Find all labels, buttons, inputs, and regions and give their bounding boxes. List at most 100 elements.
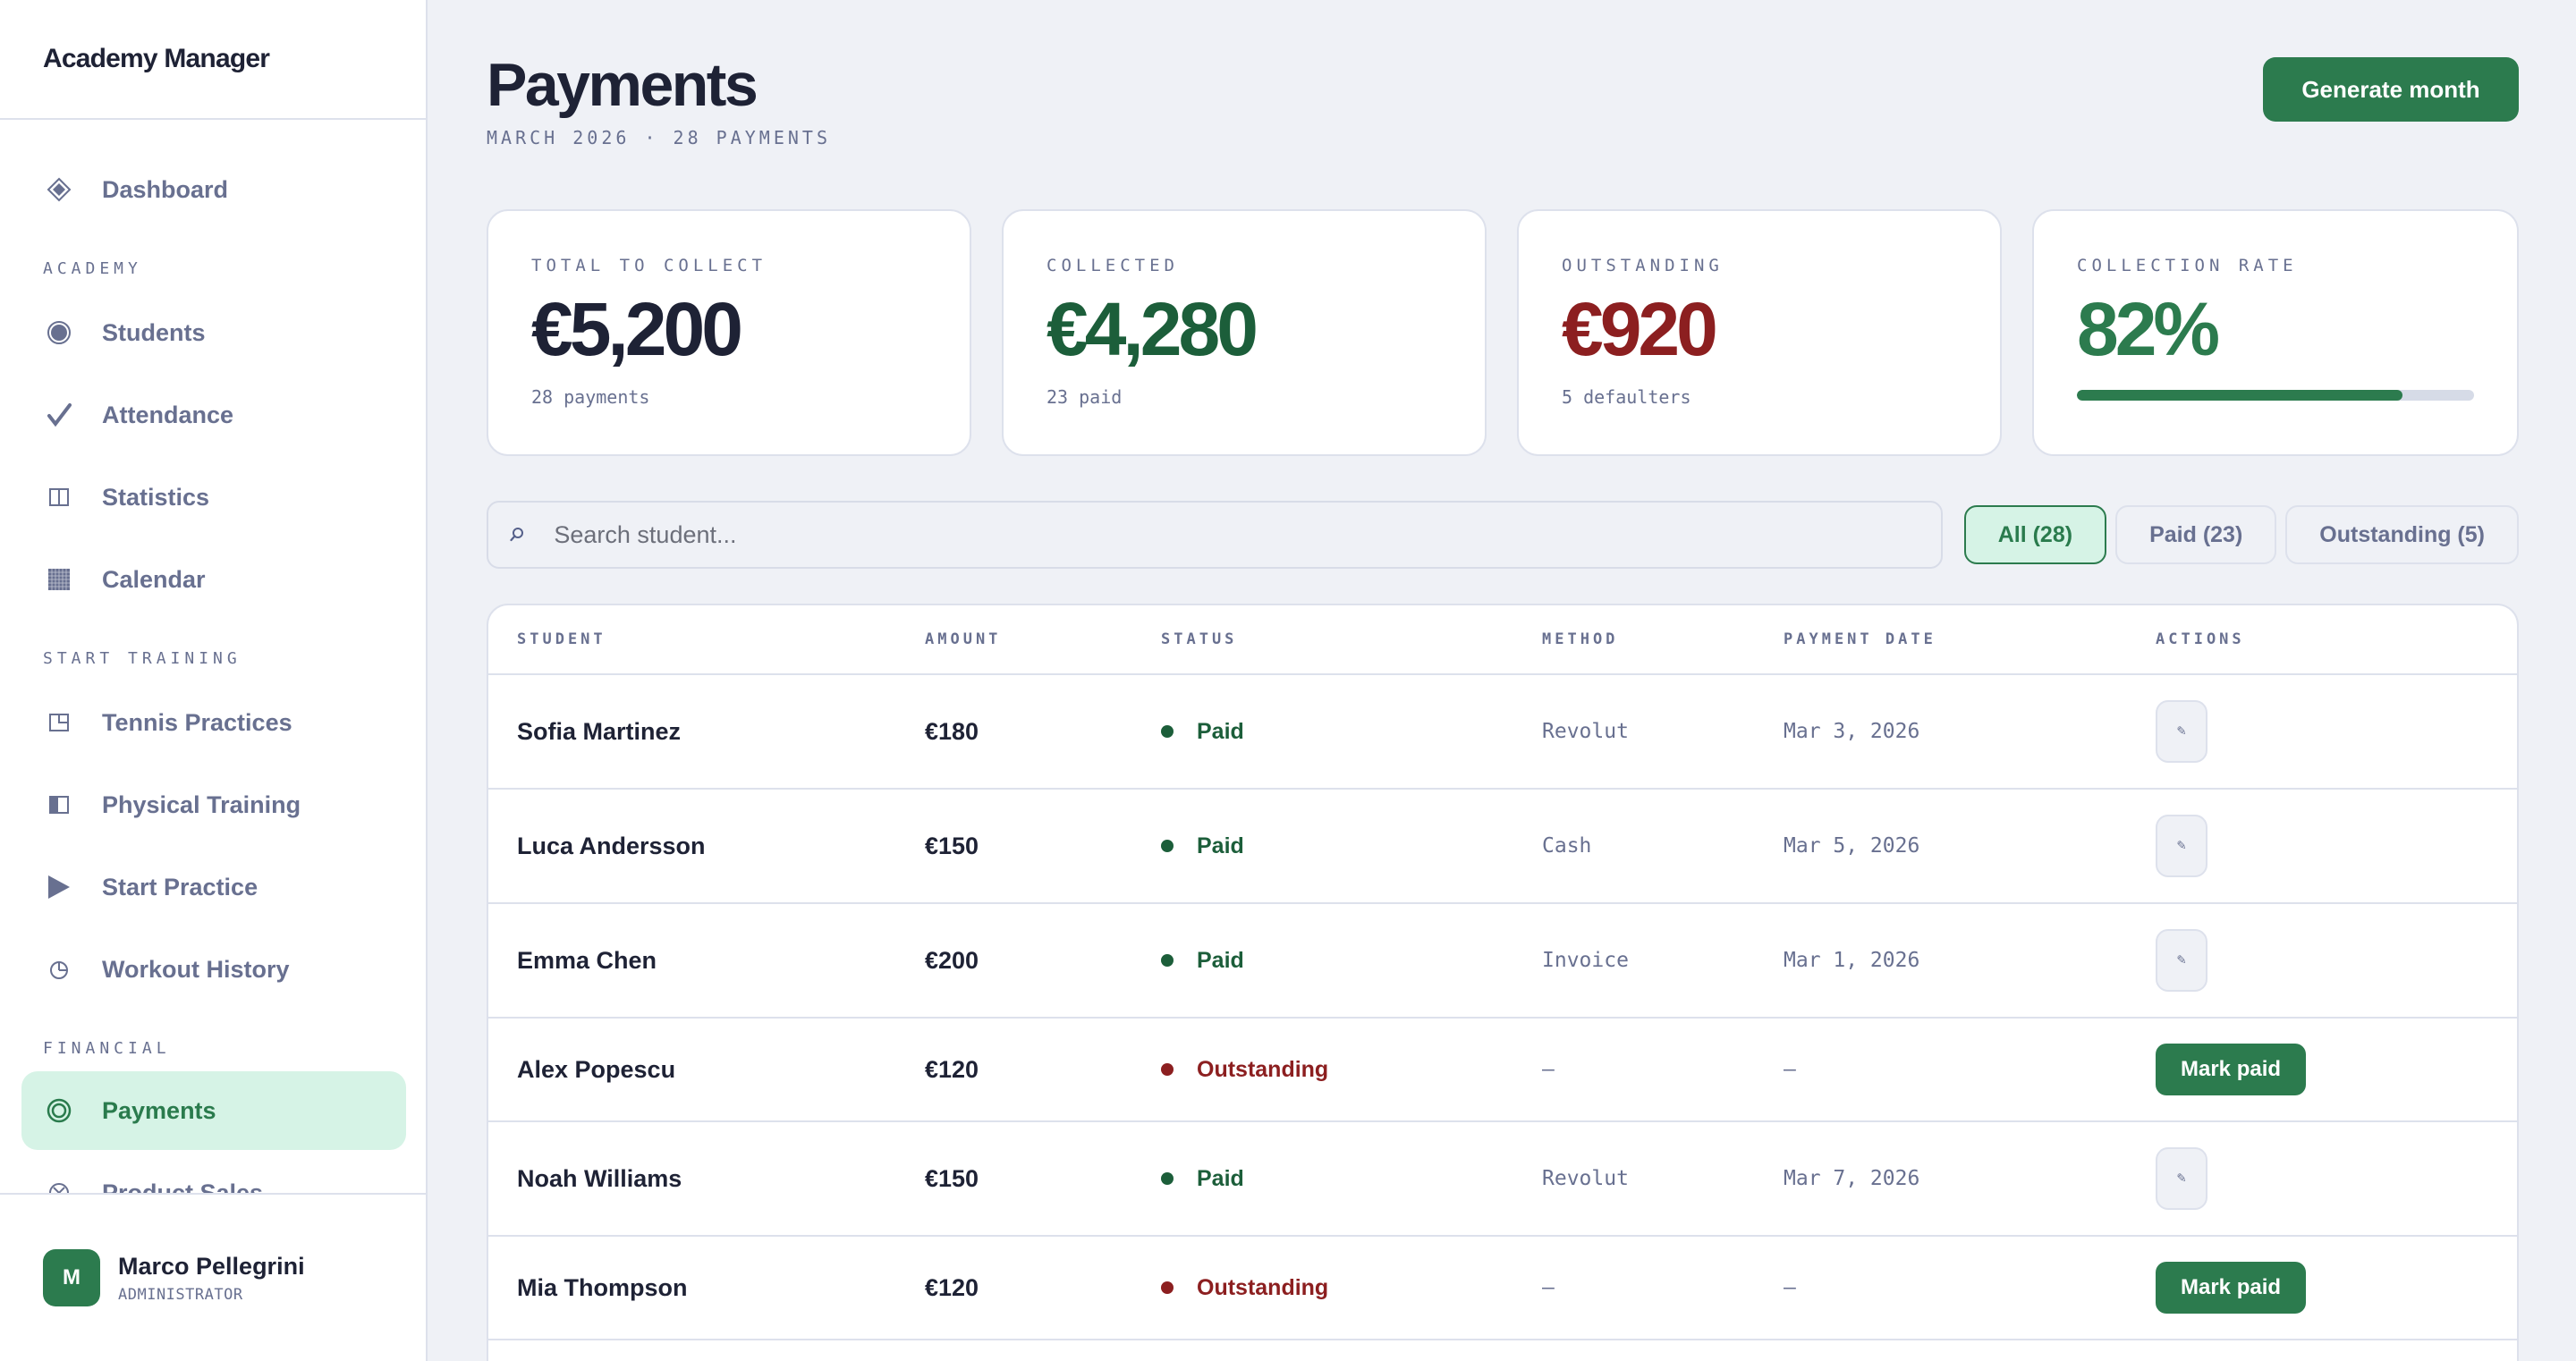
search-input[interactable]	[554, 520, 1941, 549]
table-row[interactable]: Alex Popescu €120 Outstanding – – Mark p…	[488, 1019, 2517, 1122]
payment-date: Mar 3, 2026	[1784, 720, 1920, 743]
generate-month-button[interactable]: Generate month	[2263, 57, 2519, 122]
payment-method: Cash	[1542, 834, 1592, 858]
status-badge: Outstanding	[1161, 1275, 1542, 1301]
amount: €120	[925, 1055, 979, 1083]
status-dot-icon	[1161, 725, 1174, 738]
edit-button[interactable]: ✎	[2156, 700, 2207, 763]
amount: €150	[925, 1164, 979, 1192]
column-header-payment-date[interactable]: PAYMENT DATE	[1784, 630, 1936, 648]
table-row[interactable]: Luca Andersson €150 Paid Cash Mar 5, 202…	[488, 790, 2517, 904]
sidebar-item-tennis-practices[interactable]: Tennis Practices	[21, 683, 406, 762]
user-profile[interactable]: M Marco Pellegrini ADMINISTRATOR	[0, 1193, 426, 1361]
table-row[interactable]: Sofia Martinez €180 Paid Revolut Mar 3, …	[488, 675, 2517, 790]
progress-fill	[2077, 390, 2403, 401]
student-name: Noah Williams	[517, 1164, 682, 1192]
stat-card-total: TOTAL TO COLLECT €5,200 28 payments	[487, 209, 971, 456]
column-header-status[interactable]: STATUS	[1161, 630, 1238, 648]
checkmark-icon	[47, 402, 72, 427]
sidebar-item-label: Dashboard	[102, 175, 229, 203]
avatar: M	[43, 1249, 100, 1306]
table-row[interactable]: Mia Thompson €120 Outstanding – – Mark p…	[488, 1237, 2517, 1340]
table-row[interactable]: Noah Williams €150 Paid Revolut Mar 7, 2…	[488, 1122, 2517, 1237]
user-role: ADMINISTRATOR	[118, 1285, 243, 1304]
payment-method: –	[1542, 1058, 1555, 1081]
sidebar-item-students[interactable]: Students	[21, 293, 406, 372]
mark-paid-button[interactable]: Mark paid	[2156, 1262, 2307, 1314]
table-row[interactable]: Emma Chen €200 Paid Invoice Mar 1, 2026 …	[488, 904, 2517, 1019]
status-badge: Paid	[1161, 719, 1542, 745]
stat-value: €920	[1562, 287, 1718, 371]
status-dot-icon	[1161, 1172, 1174, 1185]
status-badge: Paid	[1161, 833, 1542, 859]
column-header-student[interactable]: STUDENT	[517, 630, 606, 648]
status-dot-icon	[1161, 1063, 1174, 1076]
sidebar-item-physical-training[interactable]: Physical Training	[21, 765, 406, 844]
filter-all[interactable]: All (28)	[1963, 505, 2107, 564]
status-filters: All (28) Paid (23) Outstanding (5)	[1963, 505, 2519, 564]
mark-paid-button[interactable]: Mark paid	[2156, 1044, 2307, 1095]
edit-button[interactable]: ✎	[2156, 929, 2207, 992]
circle-x-icon	[47, 1180, 72, 1193]
student-name: Sofia Martinez	[517, 717, 682, 745]
payment-method: Revolut	[1542, 1167, 1629, 1190]
sidebar-item-attendance[interactable]: Attendance	[21, 376, 406, 454]
amount: €200	[925, 946, 979, 974]
clock-icon	[47, 957, 72, 982]
payment-date: –	[1784, 1058, 1796, 1081]
stat-card-outstanding: OUTSTANDING €920 5 defaulters	[1517, 209, 2002, 456]
diamond-icon	[47, 177, 72, 202]
pencil-icon: ✎	[2176, 1171, 2187, 1185]
sidebar-item-label: Calendar	[102, 565, 206, 593]
search-icon	[510, 526, 527, 544]
filter-paid[interactable]: Paid (23)	[2115, 505, 2277, 564]
main-content: Payments MARCH 2026 · 28 PAYMENTS Genera…	[429, 0, 2576, 1361]
search-box[interactable]	[487, 501, 1943, 569]
status-dot-icon	[1161, 954, 1174, 967]
sidebar-item-calendar[interactable]: Calendar	[21, 540, 406, 619]
student-name: Alex Popescu	[517, 1055, 676, 1083]
stat-sub: 5 defaulters	[1562, 386, 1691, 408]
status-badge: Paid	[1161, 1166, 1542, 1192]
grid-icon	[47, 567, 72, 592]
stat-card-collection-rate: COLLECTION RATE 82%	[2032, 209, 2519, 456]
payment-method: Invoice	[1542, 949, 1629, 972]
amount: €150	[925, 832, 979, 859]
filter-outstanding[interactable]: Outstanding (5)	[2285, 505, 2519, 564]
stat-label: TOTAL TO COLLECT	[531, 256, 767, 275]
pencil-icon: ✎	[2176, 953, 2187, 967]
stat-value: €4,280	[1046, 287, 1258, 371]
stat-sub: 28 payments	[531, 386, 650, 408]
status-dot-icon	[1161, 1281, 1174, 1294]
status-text: Outstanding	[1197, 1274, 1329, 1300]
sidebar-item-label: Physical Training	[102, 790, 301, 818]
stat-value: €5,200	[531, 287, 743, 371]
sidebar-item-label: Payments	[102, 1096, 216, 1124]
sidebar-item-start-practice[interactable]: Start Practice	[21, 848, 406, 926]
table-toolbar: All (28) Paid (23) Outstanding (5)	[487, 501, 2519, 569]
sidebar-item-statistics[interactable]: Statistics	[21, 458, 406, 537]
square-corner-icon	[47, 710, 72, 735]
column-header-amount[interactable]: AMOUNT	[925, 630, 1002, 648]
sidebar-item-label: Attendance	[102, 401, 234, 428]
edit-button[interactable]: ✎	[2156, 815, 2207, 877]
columns-icon	[47, 485, 72, 510]
section-academy: ACADEMY	[43, 259, 142, 278]
status-text: Outstanding	[1197, 1056, 1329, 1082]
stat-card-collected: COLLECTED €4,280 23 paid	[1002, 209, 1487, 456]
sidebar-item-workout-history[interactable]: Workout History	[21, 930, 406, 1009]
pencil-icon: ✎	[2176, 724, 2187, 738]
sidebar-item-label: Workout History	[102, 955, 290, 983]
amount: €180	[925, 717, 979, 745]
payment-method: –	[1542, 1276, 1555, 1299]
sidebar-item-payments[interactable]: Payments	[21, 1071, 406, 1150]
status-dot-icon	[1161, 840, 1174, 852]
sidebar-item-product-sales[interactable]: Product Sales	[21, 1154, 406, 1193]
section-start-training: START TRAINING	[43, 649, 242, 668]
sidebar-item-dashboard[interactable]: Dashboard	[21, 150, 406, 229]
column-header-method[interactable]: METHOD	[1542, 630, 1619, 648]
play-icon	[47, 875, 72, 900]
edit-button[interactable]: ✎	[2156, 1147, 2207, 1210]
sidebar-item-label: Product Sales	[102, 1179, 264, 1194]
sidebar-item-label: Tennis Practices	[102, 708, 292, 736]
